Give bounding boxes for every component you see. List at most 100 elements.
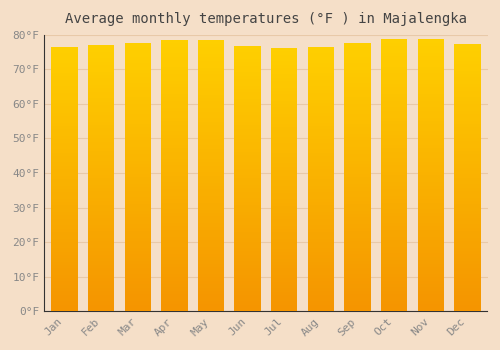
Bar [381,158,407,162]
Bar [234,119,261,122]
Bar [52,182,78,186]
Bar [234,235,261,238]
Bar [198,213,224,217]
Bar [198,125,224,128]
Bar [198,189,224,193]
Bar [234,288,261,291]
Bar [308,93,334,96]
Bar [198,281,224,284]
Bar [271,51,297,55]
Bar [161,257,188,260]
Bar [88,205,115,208]
Bar [161,125,188,128]
Bar [198,179,224,183]
Bar [161,135,188,138]
Bar [271,124,297,127]
Bar [344,57,370,60]
Bar [271,288,297,292]
Bar [381,40,407,43]
Bar [88,178,115,181]
Bar [308,295,334,298]
Bar [418,253,444,257]
Bar [52,192,78,196]
Bar [124,110,151,114]
Bar [124,60,151,63]
Bar [271,137,297,140]
Bar [124,197,151,201]
Bar [454,251,480,254]
Bar [124,291,151,294]
Bar [124,228,151,231]
Bar [124,187,151,191]
Bar [161,104,188,108]
Bar [271,193,297,196]
Bar [418,138,444,141]
Bar [234,145,261,149]
Bar [161,189,188,192]
Bar [88,211,115,215]
Bar [381,114,407,118]
Bar [308,275,334,278]
Bar [344,161,370,164]
Bar [161,87,188,91]
Bar [454,148,480,151]
Bar [308,60,334,63]
Bar [418,206,444,209]
Bar [381,121,407,124]
Bar [88,285,115,288]
Bar [88,291,115,295]
Bar [381,141,407,145]
Bar [88,92,115,95]
Bar [52,205,78,209]
Bar [234,202,261,205]
Bar [454,244,480,248]
Bar [308,96,334,100]
Bar [52,252,78,255]
Bar [198,71,224,74]
Bar [308,123,334,126]
Bar [88,155,115,158]
Bar [161,223,188,226]
Bar [124,164,151,167]
Bar [52,57,78,60]
Bar [344,288,370,291]
Bar [271,262,297,265]
Bar [198,304,224,308]
Bar [344,201,370,204]
Bar [124,261,151,264]
Bar [454,121,480,124]
Bar [198,257,224,260]
Bar [271,183,297,186]
Bar [381,240,407,243]
Bar [234,304,261,308]
Bar [271,170,297,173]
Bar [344,194,370,197]
Bar [52,96,78,100]
Bar [88,265,115,268]
Bar [308,245,334,248]
Bar [454,124,480,127]
Bar [88,98,115,101]
Bar [418,219,444,223]
Bar [234,162,261,165]
Bar [381,135,407,138]
Bar [271,134,297,137]
Bar [454,288,480,291]
Bar [52,179,78,182]
Bar [308,70,334,73]
Bar [308,292,334,295]
Bar [344,191,370,194]
Bar [454,168,480,171]
Bar [88,191,115,195]
Bar [308,248,334,252]
Bar [418,141,444,145]
Bar [271,127,297,130]
Bar [52,139,78,142]
Bar [198,278,224,281]
Bar [124,50,151,53]
Bar [454,84,480,88]
Bar [234,132,261,135]
Bar [454,208,480,211]
Bar [88,181,115,185]
Bar [454,258,480,261]
